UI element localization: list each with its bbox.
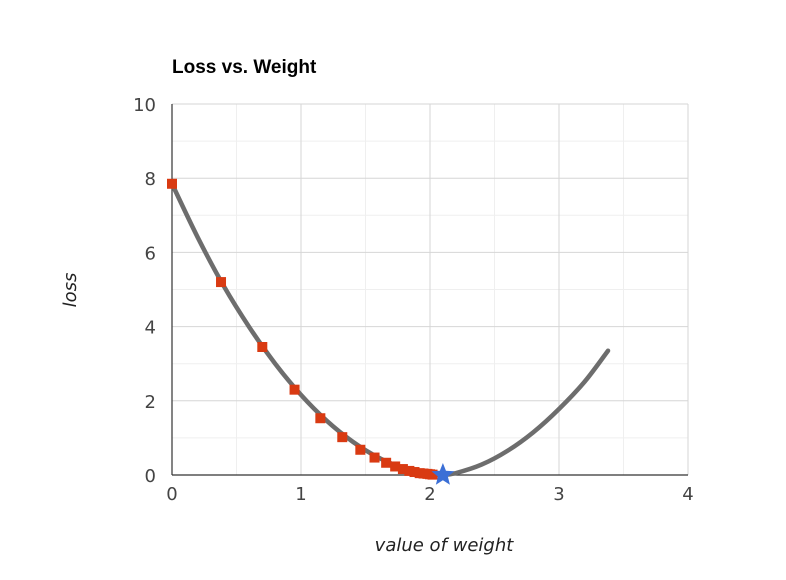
minimum-star-marker xyxy=(431,463,455,485)
gradient-step-marker xyxy=(337,432,348,443)
gradient-step-marker xyxy=(355,444,366,455)
x-tick-label: 1 xyxy=(295,484,306,505)
gradient-step-marker xyxy=(167,178,177,189)
gradient-step-marker xyxy=(257,342,268,352)
gradient-step-marker xyxy=(397,464,408,475)
chart-title: Loss vs. Weight xyxy=(172,57,317,78)
marker-layer xyxy=(167,178,455,485)
gradient-step-marker xyxy=(369,452,380,463)
gradient-step-marker xyxy=(381,457,392,468)
gradient-step-marker xyxy=(289,384,300,395)
x-tick-label: 3 xyxy=(553,484,564,505)
curve-layer xyxy=(169,181,611,478)
y-tick-label: 10 xyxy=(133,95,156,116)
x-tick-label: 2 xyxy=(424,484,435,505)
y-tick-label: 8 xyxy=(145,169,156,190)
grid xyxy=(172,103,689,475)
y-tick-label: 4 xyxy=(145,318,156,339)
y-tick-label: 0 xyxy=(145,466,156,487)
gradient-step-marker xyxy=(315,413,326,424)
y-tick-label: 6 xyxy=(145,243,156,264)
gradient-step-marker xyxy=(409,467,420,478)
label-layer: 0 1 2 3 4 0 2 4 6 8 10 value of weight loss xyxy=(60,95,694,556)
x-tick-label: 0 xyxy=(166,484,177,505)
gradient-step-marker xyxy=(427,469,438,480)
gradient-step-marker xyxy=(404,465,415,476)
gradient-step-marker xyxy=(390,461,401,472)
gradient-step-marker xyxy=(216,277,227,288)
x-tick-label: 4 xyxy=(682,484,693,505)
y-tick-label: 2 xyxy=(145,392,156,413)
y-axis-label: loss xyxy=(60,273,81,308)
loss-curve xyxy=(169,181,611,478)
x-axis-label: value of weight xyxy=(375,535,515,556)
